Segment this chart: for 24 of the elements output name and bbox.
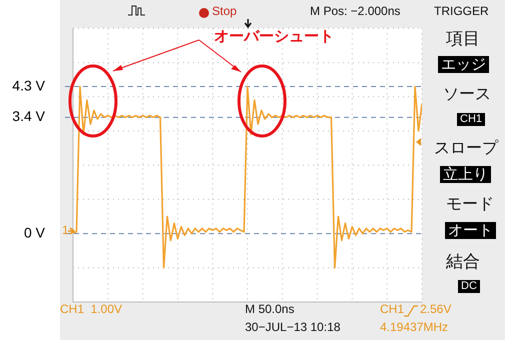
text: 立上り bbox=[440, 166, 491, 184]
text: M Pos: −2.000ns bbox=[310, 4, 400, 19]
y-tick-label: 0 V bbox=[24, 224, 46, 240]
text: 項目 bbox=[446, 29, 480, 49]
text: 1 bbox=[62, 223, 69, 238]
text: TRIGGER bbox=[434, 4, 489, 19]
text: ソース bbox=[443, 86, 491, 104]
y-tick-label: 4.3 V bbox=[12, 77, 46, 94]
annotation: 2.56V bbox=[420, 302, 452, 317]
text: 30−JUL−13 10:18 bbox=[245, 320, 340, 335]
text: エッジ bbox=[438, 56, 489, 74]
text: 4.19437MHz bbox=[380, 320, 448, 335]
text: スロープ bbox=[434, 140, 498, 158]
annotation: M 50.0ns bbox=[245, 302, 294, 317]
text: オート bbox=[445, 222, 496, 240]
text: CH1 bbox=[457, 113, 486, 126]
annotation: CH1 bbox=[380, 302, 404, 317]
text: モード bbox=[446, 196, 494, 214]
text: 結合 bbox=[446, 252, 480, 272]
annotation: CH1 1.00V bbox=[60, 302, 122, 317]
annotation: オーバーシュート bbox=[214, 28, 334, 46]
text: DC bbox=[458, 280, 480, 293]
y-tick-label: 3.4 V bbox=[12, 108, 46, 124]
text: Stop bbox=[212, 4, 237, 19]
